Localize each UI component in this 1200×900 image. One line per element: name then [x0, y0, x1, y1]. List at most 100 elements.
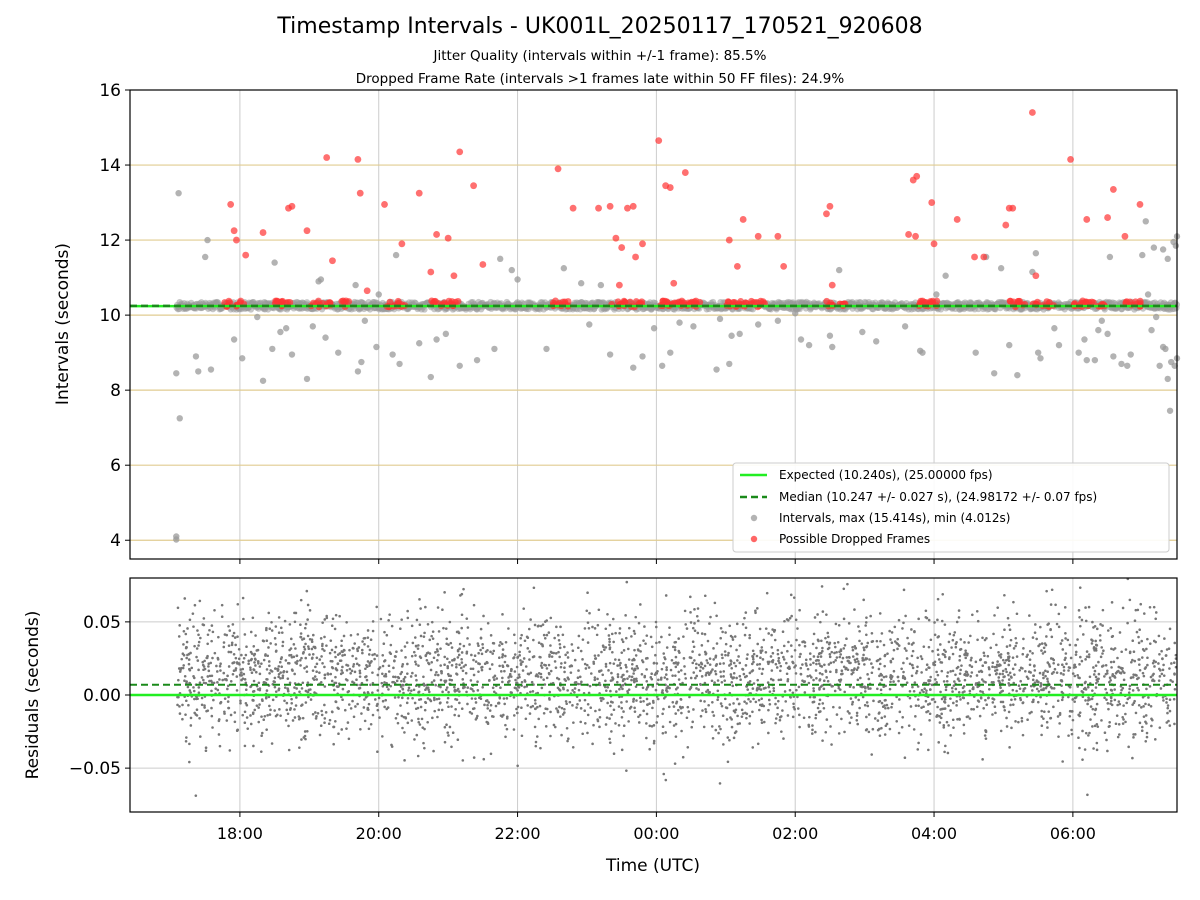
residual-point [734, 730, 738, 733]
dropped-frame-point [430, 298, 438, 305]
residual-point [1032, 674, 1035, 677]
residual-point [609, 704, 612, 708]
residual-point [662, 707, 665, 711]
residual-point [216, 656, 220, 660]
residual-point [1115, 714, 1119, 717]
residual-point [265, 639, 269, 643]
residual-point [376, 689, 380, 692]
residual-point [566, 676, 570, 679]
residual-point [323, 665, 326, 669]
residual-point [971, 687, 975, 691]
residual-point [369, 638, 373, 642]
residual-point [1060, 690, 1064, 694]
residual-point [549, 650, 553, 654]
residual-point [1141, 671, 1145, 675]
residual-point [364, 667, 367, 671]
residual-point [975, 610, 979, 613]
dropped-frame-point [606, 202, 614, 210]
residual-point [1049, 603, 1053, 606]
residual-point [858, 639, 861, 643]
residual-point [661, 731, 665, 735]
residual-point [682, 635, 685, 638]
residual-point [591, 742, 594, 746]
residual-point [944, 688, 948, 692]
residual-point [931, 649, 934, 653]
residual-point [295, 696, 298, 699]
residual-point [539, 675, 543, 679]
residual-point [1116, 735, 1120, 739]
residual-point [481, 686, 484, 689]
residual-point [877, 667, 881, 671]
residual-point [576, 646, 580, 650]
residual-point [814, 716, 817, 720]
residual-point [548, 690, 552, 694]
residual-point [866, 704, 870, 708]
residual-point [251, 616, 255, 620]
residual-point [1109, 679, 1112, 682]
residual-point [314, 665, 317, 669]
residual-point [457, 714, 461, 718]
residual-point [1031, 636, 1035, 639]
residual-point [203, 704, 206, 707]
residual-point [1141, 725, 1144, 729]
residual-point [829, 661, 833, 665]
residual-point [645, 712, 649, 716]
residual-point [693, 622, 696, 625]
dropped-frame-point [1007, 297, 1014, 305]
residual-point [640, 672, 644, 676]
residual-point [399, 627, 402, 631]
residual-point [626, 677, 629, 680]
residual-point [673, 661, 677, 665]
residual-point [917, 704, 920, 708]
residual-point [856, 652, 859, 656]
residual-point [436, 606, 440, 609]
residual-point [341, 698, 344, 701]
residual-point [776, 652, 780, 656]
residual-point [1088, 698, 1091, 701]
residual-point [721, 656, 724, 660]
residual-point [319, 724, 323, 728]
residual-point [969, 658, 973, 662]
residual-point [955, 641, 958, 644]
residual-point [616, 673, 620, 676]
residual-point [661, 712, 664, 716]
residual-point [1019, 666, 1023, 670]
residual-point [777, 659, 780, 663]
residual-point [943, 655, 947, 659]
residual-point [1089, 705, 1093, 708]
residual-point [928, 712, 932, 716]
residual-point [1148, 606, 1152, 609]
residual-point [940, 619, 944, 623]
residual-point [790, 655, 794, 658]
residual-point [522, 657, 526, 660]
interval-point [361, 317, 369, 324]
interval-point [676, 319, 683, 326]
residual-point [632, 657, 636, 661]
residual-point [402, 680, 406, 683]
residual-point [273, 676, 277, 680]
residual-point [1138, 628, 1141, 632]
residual-point [608, 643, 611, 647]
residual-point [998, 672, 1002, 676]
residual-point [711, 736, 715, 740]
residual-point [195, 655, 198, 659]
residual-point [620, 701, 623, 704]
residual-point [604, 689, 608, 692]
residual-point [879, 688, 883, 692]
interval-point [1006, 341, 1013, 349]
residual-point [1083, 681, 1087, 685]
residual-point [948, 656, 951, 659]
residual-point [732, 736, 736, 740]
residual-point [981, 636, 984, 640]
residual-point [286, 687, 290, 690]
residual-point [750, 662, 754, 666]
residual-point [1168, 724, 1172, 727]
residual-point [303, 626, 307, 630]
residual-point [483, 703, 486, 707]
residual-point [993, 614, 996, 617]
residual-point [838, 688, 842, 691]
residual-point [914, 715, 917, 718]
residual-point [946, 751, 950, 755]
residual-point [409, 689, 413, 692]
